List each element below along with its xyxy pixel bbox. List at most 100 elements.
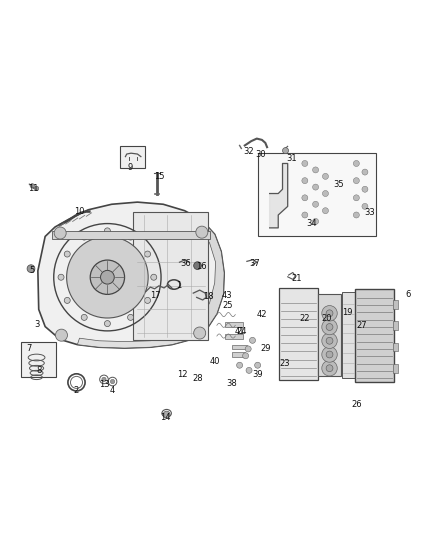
Text: 39: 39 bbox=[252, 370, 263, 379]
Circle shape bbox=[326, 351, 333, 358]
Bar bbox=[120, 147, 145, 168]
Circle shape bbox=[196, 226, 208, 238]
Circle shape bbox=[322, 333, 337, 349]
Text: 43: 43 bbox=[222, 291, 232, 300]
Bar bbox=[393, 300, 399, 309]
Text: 12: 12 bbox=[177, 370, 188, 379]
Circle shape bbox=[30, 184, 35, 188]
Circle shape bbox=[353, 177, 359, 184]
Circle shape bbox=[326, 310, 333, 317]
Circle shape bbox=[322, 190, 328, 197]
Circle shape bbox=[104, 228, 110, 234]
Circle shape bbox=[110, 379, 115, 384]
Bar bbox=[52, 231, 210, 239]
Text: 40: 40 bbox=[209, 357, 220, 366]
Circle shape bbox=[81, 234, 87, 240]
Bar bbox=[393, 321, 399, 330]
Polygon shape bbox=[270, 164, 288, 228]
Circle shape bbox=[326, 365, 333, 372]
Text: 36: 36 bbox=[180, 259, 191, 268]
Polygon shape bbox=[193, 290, 206, 300]
Circle shape bbox=[313, 201, 318, 207]
Circle shape bbox=[362, 169, 368, 175]
Circle shape bbox=[54, 227, 66, 239]
Text: 35: 35 bbox=[333, 181, 344, 189]
Polygon shape bbox=[38, 202, 224, 348]
Circle shape bbox=[313, 219, 318, 224]
Circle shape bbox=[353, 160, 359, 166]
Circle shape bbox=[151, 274, 157, 280]
Circle shape bbox=[245, 346, 251, 352]
Circle shape bbox=[326, 324, 333, 330]
Text: 24: 24 bbox=[236, 327, 247, 336]
Bar bbox=[318, 294, 341, 376]
Circle shape bbox=[322, 173, 328, 180]
Circle shape bbox=[283, 148, 289, 154]
Circle shape bbox=[101, 270, 114, 284]
Text: 11: 11 bbox=[28, 184, 39, 193]
Circle shape bbox=[145, 297, 151, 303]
Text: 7: 7 bbox=[27, 344, 32, 352]
Circle shape bbox=[243, 353, 249, 359]
Circle shape bbox=[302, 212, 308, 218]
Circle shape bbox=[322, 319, 337, 335]
Bar bbox=[232, 345, 247, 349]
Text: 38: 38 bbox=[226, 379, 237, 387]
Circle shape bbox=[64, 251, 70, 257]
Bar bbox=[226, 334, 243, 340]
Polygon shape bbox=[198, 220, 224, 329]
Text: 33: 33 bbox=[364, 208, 374, 217]
Circle shape bbox=[163, 411, 170, 418]
Circle shape bbox=[90, 260, 124, 294]
Text: 1: 1 bbox=[176, 281, 181, 290]
Bar bbox=[226, 322, 243, 327]
Circle shape bbox=[27, 265, 35, 272]
Polygon shape bbox=[78, 329, 207, 348]
Circle shape bbox=[353, 195, 359, 201]
Text: 16: 16 bbox=[196, 262, 206, 271]
Circle shape bbox=[246, 367, 252, 374]
Circle shape bbox=[254, 362, 261, 368]
Circle shape bbox=[104, 320, 110, 327]
Circle shape bbox=[326, 337, 333, 344]
Text: 17: 17 bbox=[150, 291, 161, 300]
Bar bbox=[258, 153, 376, 237]
Circle shape bbox=[67, 237, 148, 318]
Circle shape bbox=[58, 274, 64, 280]
Text: 3: 3 bbox=[34, 320, 39, 329]
Text: 9: 9 bbox=[127, 163, 132, 172]
Text: 5: 5 bbox=[30, 266, 35, 275]
Text: 6: 6 bbox=[405, 290, 410, 299]
Circle shape bbox=[362, 186, 368, 192]
Bar bbox=[21, 342, 56, 377]
Circle shape bbox=[127, 234, 134, 240]
Text: 8: 8 bbox=[36, 366, 42, 375]
Bar bbox=[342, 292, 355, 378]
Circle shape bbox=[250, 337, 255, 343]
Circle shape bbox=[313, 167, 318, 173]
Circle shape bbox=[81, 314, 87, 320]
Text: 31: 31 bbox=[286, 154, 297, 163]
Circle shape bbox=[322, 347, 337, 362]
Circle shape bbox=[56, 329, 67, 341]
Circle shape bbox=[102, 377, 106, 382]
Circle shape bbox=[302, 177, 308, 184]
Bar bbox=[133, 212, 208, 341]
Text: 22: 22 bbox=[300, 313, 310, 322]
Text: 42: 42 bbox=[257, 310, 267, 319]
Text: 14: 14 bbox=[160, 413, 170, 422]
Circle shape bbox=[302, 195, 308, 201]
Bar bbox=[232, 352, 245, 357]
Circle shape bbox=[127, 314, 134, 320]
Circle shape bbox=[194, 327, 206, 339]
Text: 37: 37 bbox=[249, 259, 260, 268]
Circle shape bbox=[353, 212, 359, 218]
Circle shape bbox=[64, 297, 70, 303]
Text: 10: 10 bbox=[74, 207, 85, 216]
Text: 21: 21 bbox=[291, 274, 301, 283]
Circle shape bbox=[362, 204, 368, 209]
Text: 29: 29 bbox=[260, 344, 271, 353]
Bar bbox=[393, 343, 399, 351]
Bar bbox=[356, 289, 394, 382]
Text: 15: 15 bbox=[155, 172, 165, 181]
